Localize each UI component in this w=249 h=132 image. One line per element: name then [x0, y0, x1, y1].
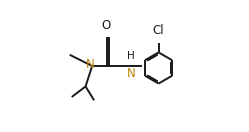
Text: Cl: Cl [153, 24, 164, 37]
Text: H: H [127, 51, 135, 61]
Text: N: N [127, 67, 135, 80]
Text: N: N [86, 58, 95, 71]
Text: O: O [102, 19, 111, 32]
